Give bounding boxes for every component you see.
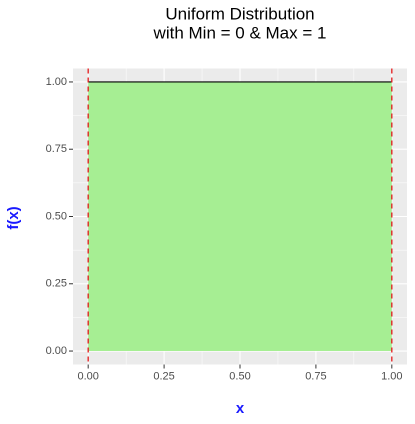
y-tick-label: 0.50	[46, 210, 67, 222]
area	[88, 81, 392, 352]
y-tick-label: 0.25	[46, 278, 67, 290]
x-tick-label: 1.00	[381, 370, 402, 382]
chart-subtitle: with Min = 0 & Max = 1	[153, 23, 327, 42]
chart-title: Uniform Distribution	[165, 4, 314, 23]
x-tick-label: 0.50	[229, 370, 250, 382]
x-tick-label: 0.00	[77, 370, 98, 382]
x-tick-label: 0.25	[153, 370, 174, 382]
y-tick-label: 0.75	[46, 143, 67, 155]
x-tick-label: 0.75	[305, 370, 326, 382]
y-tick-label: 1.00	[46, 76, 67, 88]
y-axis-title: f(x)	[5, 206, 22, 229]
x-axis-title: x	[236, 400, 245, 417]
y-tick-label: 0.00	[46, 345, 67, 357]
